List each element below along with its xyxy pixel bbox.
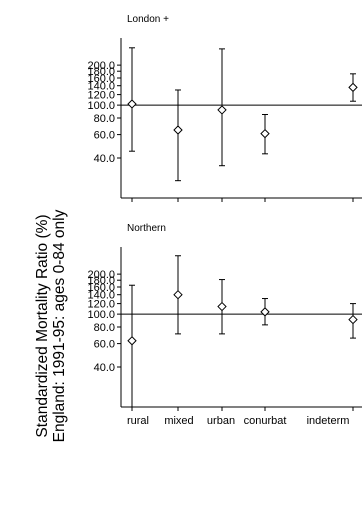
y-tick-label: 140.0 [87,290,115,302]
y-tick-label: 80.0 [94,113,115,125]
y-tick-label: 180.0 [87,66,115,78]
data-point-rural [127,336,137,346]
data-point-conurbat [260,307,270,317]
y-tick-label: 80.0 [94,322,115,334]
data-point-urban [217,301,227,312]
data-point-indeterm [348,82,358,93]
data-point-conurbat [260,128,270,139]
y-tick-label: 160.0 [87,73,115,85]
panels: London +40.060.080.0100.0120.0140.0160.0… [87,14,362,427]
y-tick-label: 180.0 [87,275,115,287]
x-tick-label-mixed: mixed [164,415,193,427]
panel-1: London + 40.0 60.0 80.0100.0120.0140.0160.0… [87,14,362,202]
x-tick-label-rural: rural [127,415,149,427]
x-tick-label-indeterm: indeterm [307,415,350,427]
x-tick-label-urban: urban [207,415,235,427]
data-point-indeterm [348,314,358,325]
y-tick-label: 100.0 [87,100,115,112]
x-tick-label-conurbat: conurbat [244,415,287,427]
data-point-urban [217,105,227,115]
y-tick-label: 200.0 [87,60,115,72]
y-tick-label: 120.0 [87,299,115,311]
y-tick-label: 40.0 [94,153,115,165]
data-point-rural [127,99,137,109]
y-tick-label: 200.0 [87,269,115,281]
y-tick-label: 40.0 [94,362,115,374]
y-tick-label: 120.0 [87,90,115,102]
panel-2: Northern 40.0 60.0 80.0100.0120.0140.0160.0… [87,223,362,411]
y-tick-label: 60.0 [94,130,115,142]
y-tick-label: 140.0 [87,81,115,93]
data-point-mixed [173,289,183,300]
data-point-mixed [173,125,183,135]
y-tick-label: 60.0 [94,339,115,351]
panel-title: Northern [127,223,166,234]
y-tick-label: 100.0 [87,309,115,321]
y-tick-label: 160.0 [87,282,115,294]
y-axis-label-line-1: Standardized Mortality Ratio (%) [34,214,51,437]
panel-title: London + [127,14,169,25]
y-axis-label-line-2: England: 1991-95: ages 0-84 only [51,209,68,442]
